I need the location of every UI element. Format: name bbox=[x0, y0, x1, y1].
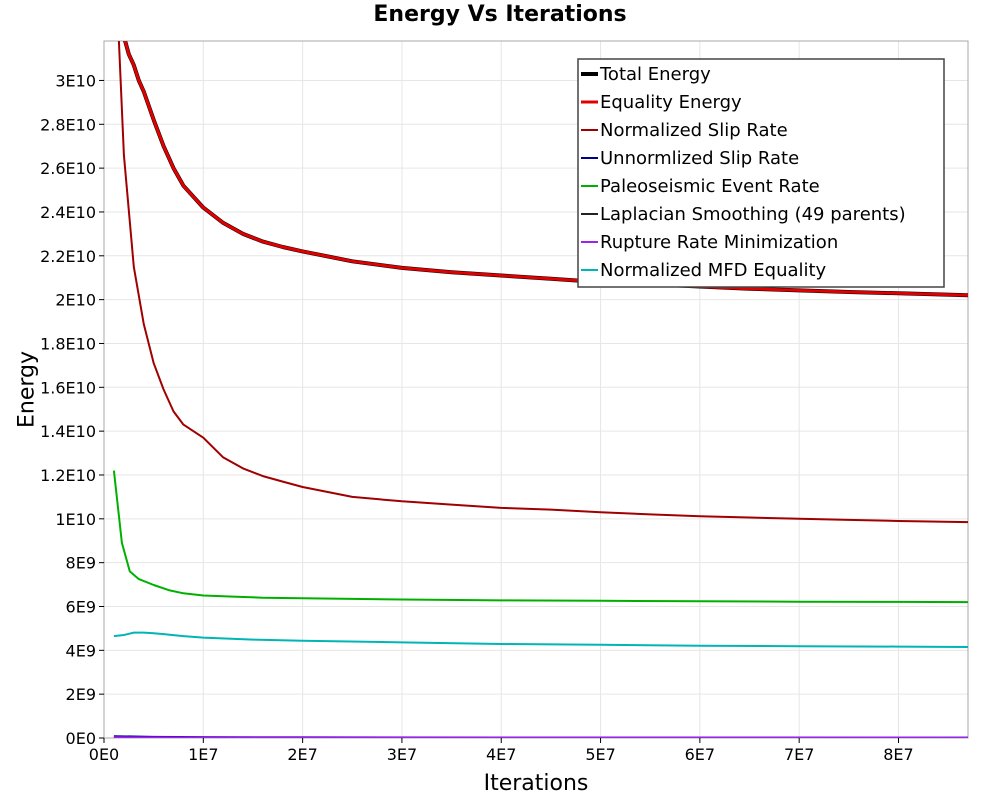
y-tick-label: 8E9 bbox=[66, 554, 96, 573]
legend: Total Energy Equality Energy Normalized Sl… bbox=[577, 58, 945, 288]
legend-entry-label: Equality Energy bbox=[600, 92, 742, 113]
series-line-normalized-mfd-equality bbox=[113, 631, 968, 648]
y-tick-label: 1.8E10 bbox=[40, 334, 96, 353]
y-tick-label: 2.4E10 bbox=[40, 203, 96, 222]
x-tick-label: 0E0 bbox=[89, 745, 119, 764]
series-line-paleoseismic-event-rate bbox=[112, 470, 968, 604]
series-line-normalized-slip-rate bbox=[117, 41, 968, 524]
legend-entry-label: Paleoseismic Event Rate bbox=[600, 176, 820, 197]
x-tick-label: 7E7 bbox=[784, 745, 814, 764]
x-tick-label: 6E7 bbox=[685, 745, 715, 764]
axis-layer: 0E0 2E9 4E9 6E9 8E9 1E10 1.2E10 1.4E10 1.6E10 1.8… bbox=[40, 71, 914, 764]
legend-entry-label: Normalized MFD Equality bbox=[600, 260, 827, 281]
y-tick-label: 1E10 bbox=[55, 510, 96, 529]
y-tick-label: 1.6E10 bbox=[40, 378, 96, 397]
legend-box bbox=[577, 58, 945, 288]
legend-entry-label: Total Energy bbox=[599, 64, 711, 85]
y-tick-label: 3E10 bbox=[55, 71, 96, 90]
grid-layer bbox=[103, 41, 968, 739]
y-tick-label: 2.2E10 bbox=[40, 247, 96, 266]
y-tick-label: 1.2E10 bbox=[40, 466, 96, 485]
x-tick-label: 3E7 bbox=[387, 745, 417, 764]
x-tick-label: 5E7 bbox=[585, 745, 615, 764]
y-tick-label: 4E9 bbox=[66, 641, 96, 660]
y-tick-label: 0E0 bbox=[66, 729, 96, 748]
x-tick-label: 8E7 bbox=[883, 745, 913, 764]
chart-title: Energy Vs Iterations bbox=[373, 2, 627, 27]
y-tick-label: 2.6E10 bbox=[40, 159, 96, 178]
legend-entry-label: Normalized Slip Rate bbox=[600, 120, 788, 141]
y-axis-title: Energy bbox=[15, 351, 40, 428]
y-tick-label: 2E10 bbox=[55, 291, 96, 310]
legend-entry-label: Unnormlized Slip Rate bbox=[600, 148, 799, 169]
legend-entry-label: Laplacian Smoothing (49 parents) bbox=[600, 204, 906, 225]
x-axis-title: Iterations bbox=[484, 771, 589, 796]
legend-entry-label: Rupture Rate Minimization bbox=[600, 232, 838, 253]
y-tick-label: 1.4E10 bbox=[40, 422, 96, 441]
y-tick-label: 2.8E10 bbox=[40, 115, 96, 134]
x-tick-label: 1E7 bbox=[188, 745, 218, 764]
y-tick-label: 2E9 bbox=[66, 685, 96, 704]
x-tick-label: 2E7 bbox=[287, 745, 317, 764]
y-tick-label: 6E9 bbox=[66, 597, 96, 616]
x-tick-label: 4E7 bbox=[486, 745, 516, 764]
